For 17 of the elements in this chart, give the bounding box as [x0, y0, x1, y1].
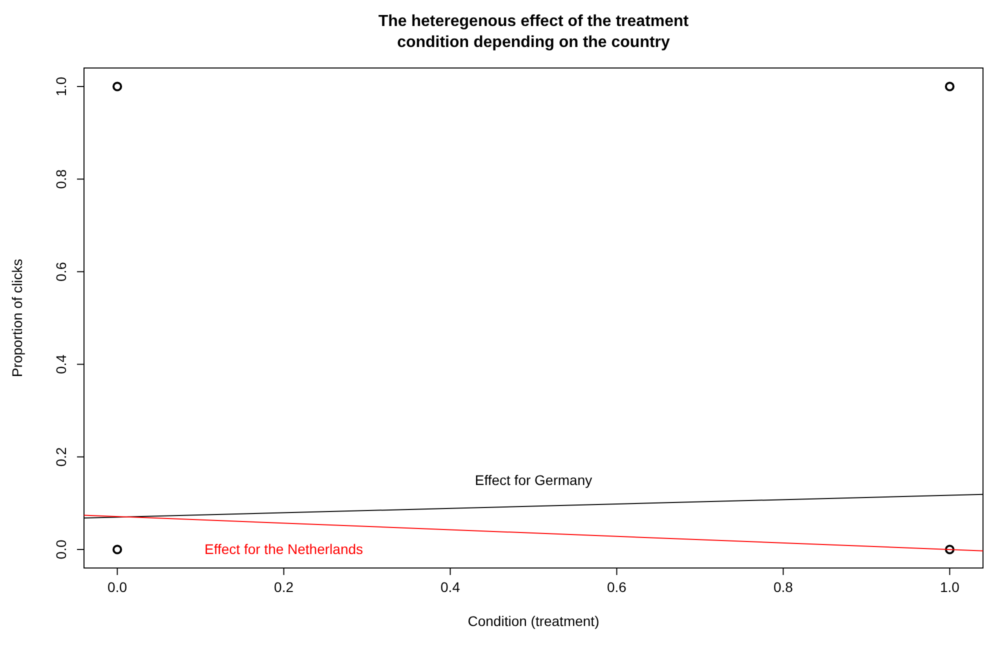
- x-tick-label: 0.8: [773, 579, 794, 595]
- x-axis-title: Condition (treatment): [468, 613, 600, 629]
- series-label: Effect for the Netherlands: [204, 541, 364, 558]
- x-tick-label: 0.2: [274, 579, 294, 595]
- series-label: Effect for Germany: [474, 472, 592, 488]
- y-tick-label: 1.0: [53, 76, 69, 96]
- x-tick-label: 0.6: [607, 579, 627, 595]
- y-axis-title: Proportion of clicks: [9, 258, 25, 378]
- y-tick-label: 0.2: [53, 446, 69, 467]
- y-tick-label: 0.6: [53, 262, 69, 282]
- y-tick-label: 0.8: [53, 169, 69, 189]
- chart-title: The heteregenous effect of the treatment condition depending on the country: [378, 13, 690, 51]
- x-tick-label: 0.4: [440, 579, 460, 595]
- y-tick-label: 0.0: [53, 540, 69, 560]
- x-tick-label: 1.0: [940, 579, 960, 595]
- x-tick-label: 0.0: [108, 579, 128, 595]
- y-tick-label: 0.4: [53, 354, 69, 374]
